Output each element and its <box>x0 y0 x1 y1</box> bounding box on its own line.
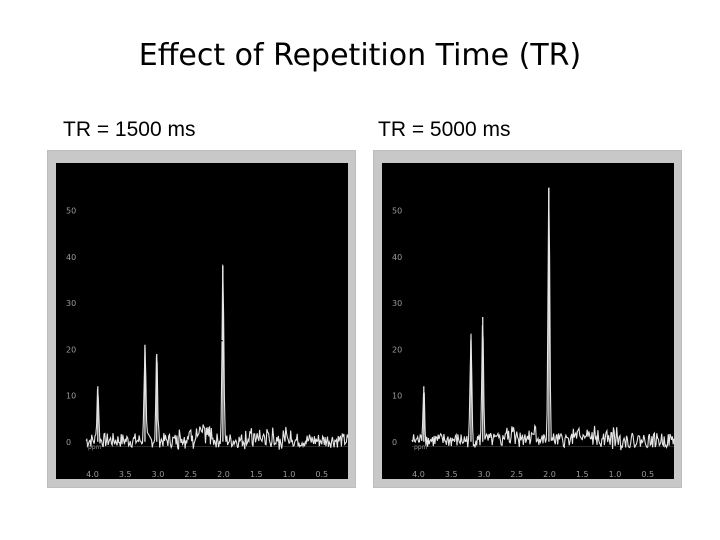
plot-background <box>56 163 348 479</box>
x-tick-label: 0.5 <box>641 470 654 479</box>
slide-title: Effect of Repetition Time (TR) <box>138 38 582 73</box>
y-tick-label: 40 <box>66 253 76 262</box>
x-tick-label: 3.5 <box>119 470 132 479</box>
y-tick-label: 30 <box>66 299 76 308</box>
x-tick-label: 4.0 <box>86 470 99 479</box>
annotation-crpcr-upper: Cr/PCr <box>172 334 223 353</box>
spectrum-chart-tr-5000: 0 10 20 30 40 50 4.0 3.5 3.0 2.5 2.0 1.5 1.0 0.5 ppm <box>373 150 682 488</box>
annotation-naa: NAA <box>224 216 259 235</box>
y-tick-label: 0 <box>66 438 71 447</box>
y-tick-label: 10 <box>392 392 402 401</box>
x-tick-label: 2.5 <box>184 470 197 479</box>
x-tick-label: 3.0 <box>478 470 491 479</box>
y-tick-label: 0 <box>392 438 397 447</box>
x-tick-label: 1.0 <box>609 470 622 479</box>
x-tick-label: 3.0 <box>152 470 165 479</box>
spectrum-svg-tr-5000: 0 10 20 30 40 50 4.0 3.5 3.0 2.5 2.0 1.5 1.0 0.5 ppm <box>382 163 675 479</box>
plot-background <box>382 163 674 479</box>
x-tick-label: 2.0 <box>543 470 556 479</box>
spectrum-chart-tr-1500: 0 10 20 30 40 50 4.0 3.5 3.0 2.5 2.0 1.5 1.0 0.5 ppm <box>47 150 356 488</box>
y-tick-label: 10 <box>66 392 76 401</box>
annotation-cho: Cho <box>127 328 159 347</box>
panel-label-tr-5000: TR = 5000 ms <box>378 118 511 141</box>
y-tick-label: 30 <box>392 299 402 308</box>
y-tick-label: 20 <box>66 345 76 354</box>
x-tick-label: 1.5 <box>250 470 263 479</box>
x-tick-label: 4.0 <box>412 470 425 479</box>
y-tick-label: 40 <box>392 253 402 262</box>
x-tick-label: 1.5 <box>576 470 589 479</box>
x-tick-label: 0.5 <box>315 470 328 479</box>
y-tick-label: 20 <box>392 345 402 354</box>
annotation-crpcr-lower: Cr/PCr <box>88 367 139 386</box>
panel-label-tr-1500: TR = 1500 ms <box>63 118 196 141</box>
x-tick-label: 1.0 <box>283 470 296 479</box>
spectrum-svg-tr-1500: 0 10 20 30 40 50 4.0 3.5 3.0 2.5 2.0 1.5 1.0 0.5 ppm <box>56 163 349 479</box>
spectrum-trace <box>85 264 349 450</box>
x-tick-label: 2.5 <box>510 470 523 479</box>
y-tick-label: 50 <box>66 207 76 216</box>
spectrum-trace <box>411 187 675 451</box>
x-axis-label: ppm <box>88 444 102 451</box>
x-axis-label: ppm <box>414 444 428 451</box>
x-tick-label: 2.0 <box>217 470 230 479</box>
x-tick-label: 3.5 <box>445 470 458 479</box>
y-tick-label: 50 <box>392 207 402 216</box>
